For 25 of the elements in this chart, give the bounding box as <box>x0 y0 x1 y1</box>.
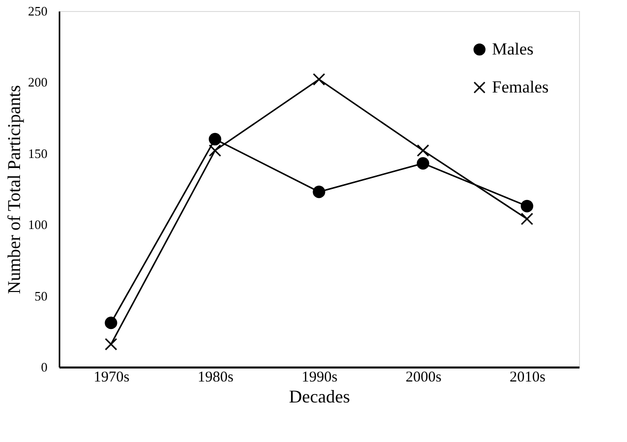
point <box>416 144 430 157</box>
point <box>416 157 430 170</box>
x-tick-label: 1980s <box>198 370 234 386</box>
point <box>312 73 326 86</box>
point <box>208 144 222 157</box>
y-tick-label: 100 <box>28 217 48 232</box>
legend-label: Males <box>492 40 534 58</box>
y-tick-label: 50 <box>34 288 48 304</box>
x-tick-label: 2000s <box>406 370 442 386</box>
x-tick-label: 1970s <box>94 370 130 386</box>
point <box>520 200 534 212</box>
x-tick-label: 1990s <box>302 370 338 386</box>
point <box>104 338 118 350</box>
y-tick-label: 200 <box>28 74 48 90</box>
x-tick-label: 2010s <box>510 370 546 386</box>
y-tick-label: 250 <box>28 4 48 18</box>
legend-label: Females <box>492 78 549 96</box>
point <box>104 316 118 330</box>
point <box>520 212 534 226</box>
y-tick-label: 150 <box>28 146 48 161</box>
y-axis-title: Number of Total Participants <box>4 85 24 294</box>
y-tick-label: 0 <box>41 360 48 374</box>
x-axis-title: Decades <box>289 386 350 406</box>
point <box>312 186 326 198</box>
point <box>208 132 222 146</box>
